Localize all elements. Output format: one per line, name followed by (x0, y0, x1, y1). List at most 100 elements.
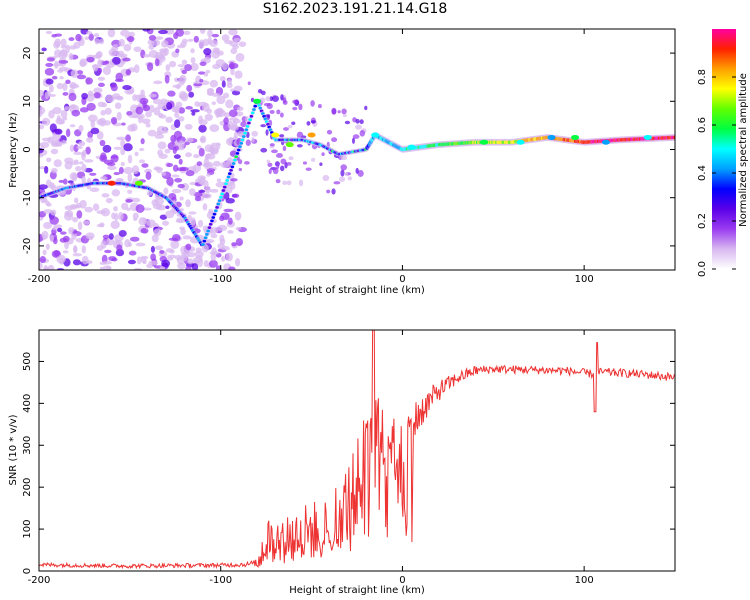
heatmap-cell (221, 34, 230, 42)
heatmap-cell (164, 74, 170, 84)
heatmap-cell (249, 114, 254, 118)
heatmap-cell (48, 84, 54, 93)
y-tick-label: 10 (22, 95, 33, 108)
heatmap-cell (221, 189, 226, 192)
heatmap-cell (39, 262, 43, 270)
heatmap-cell (235, 52, 245, 62)
heatmap-cell (184, 123, 193, 130)
heatmap-cell (168, 237, 178, 241)
heatmap-cell (292, 99, 299, 104)
heatmap-cell (228, 172, 232, 175)
heatmap-cell (173, 130, 183, 140)
snr-ticks: -200 -100 0 100 0 100 200 300 400 500 (22, 330, 675, 586)
heatmap-cell (159, 249, 165, 254)
heatmap-cell (39, 124, 45, 130)
heatmap-cell (79, 60, 86, 67)
heatmap-cell (40, 141, 50, 148)
heatmap-cell (276, 109, 281, 115)
heatmap-cell (302, 161, 308, 165)
heatmap-cell (128, 250, 137, 256)
heatmap-cell (266, 159, 271, 164)
heatmap-cell (222, 185, 227, 189)
heatmap-cell (357, 170, 364, 177)
heatmap-cell (220, 212, 230, 220)
heatmap-cell (99, 154, 108, 162)
heatmap-cell (223, 117, 229, 125)
heatmap-cell (81, 245, 86, 254)
heatmap-cell (85, 77, 93, 85)
heatmap-cell (185, 199, 191, 208)
heatmap-cell (209, 39, 218, 47)
heatmap-cell (340, 169, 345, 177)
heatmap-cell (198, 189, 206, 193)
heatmap-cell (237, 159, 243, 165)
heatmap-cell (221, 80, 226, 88)
heatmap-cell (98, 117, 107, 127)
heatmap-cell (148, 44, 155, 50)
heatmap-cell (166, 101, 173, 110)
heatmap-cell (53, 142, 62, 147)
heatmap-cell (260, 90, 266, 96)
heatmap-cell (371, 132, 380, 138)
heatmap-cell (60, 110, 68, 119)
heatmap-cell (140, 255, 149, 260)
heatmap-cell (307, 132, 316, 138)
heatmap-cell (127, 259, 136, 265)
heatmap-cell (79, 199, 87, 209)
heatmap-cell (178, 76, 186, 86)
heatmap-cell (272, 95, 279, 103)
x-tick-label: 0 (399, 575, 405, 586)
heatmap-cell (105, 197, 113, 204)
heatmap-cell (153, 107, 161, 116)
heatmap-cell (190, 109, 200, 113)
x-tick-label: -100 (209, 575, 232, 586)
heatmap-cell (239, 141, 244, 145)
heatmap-cell (57, 69, 64, 73)
heatmap-cell (99, 139, 106, 147)
heatmap-cell (202, 203, 208, 211)
heatmap-cell (162, 220, 170, 226)
heatmap-cell (227, 78, 233, 86)
heatmap-cell (41, 230, 49, 240)
heatmap-cell (72, 253, 83, 257)
heatmap-cell (62, 82, 68, 91)
heatmap-cell (204, 144, 214, 153)
snr-y-label: SNR (10 * v/v) (8, 414, 19, 485)
heatmap-cell (251, 130, 259, 137)
heatmap-cell (184, 64, 192, 72)
heatmap-cell (143, 54, 151, 58)
heatmap-cell (125, 198, 133, 203)
heatmap-cell (54, 38, 62, 48)
heatmap-cell (60, 38, 67, 47)
heatmap-cell (208, 222, 213, 226)
x-tick-label: -100 (209, 274, 232, 285)
heatmap-cell (286, 180, 292, 186)
heatmap-cell (85, 232, 95, 240)
heatmap-cell (236, 106, 244, 111)
heatmap-cell (215, 109, 220, 118)
heatmap-cell (230, 48, 238, 55)
heatmap-cell (198, 39, 205, 49)
heatmap-cell (123, 143, 133, 152)
heatmap-cell (145, 123, 151, 128)
heatmap-cell (279, 134, 285, 138)
heatmap-cell (282, 99, 288, 105)
heatmap-cell (77, 221, 83, 231)
heatmap-cell (49, 182, 55, 189)
heatmap-cell (120, 29, 130, 37)
heatmap-cell (161, 40, 169, 48)
heatmap-cell (190, 48, 195, 54)
heatmap-cell (96, 131, 104, 140)
heatmap-cell (347, 176, 353, 181)
snr-series-line (39, 330, 675, 570)
heatmap-cell (56, 115, 61, 122)
snr-panel: -200 -100 0 100 0 100 200 300 400 500 Height of s… (8, 329, 676, 596)
heatmap-cell (118, 166, 124, 175)
heatmap-cell (203, 236, 208, 240)
heatmap-cell (198, 119, 208, 126)
heatmap-cell (110, 220, 120, 230)
heatmap-cell (148, 260, 159, 266)
heatmap-cell (342, 113, 347, 118)
heatmap-cell (93, 92, 101, 99)
heatmap-cell (187, 38, 194, 42)
